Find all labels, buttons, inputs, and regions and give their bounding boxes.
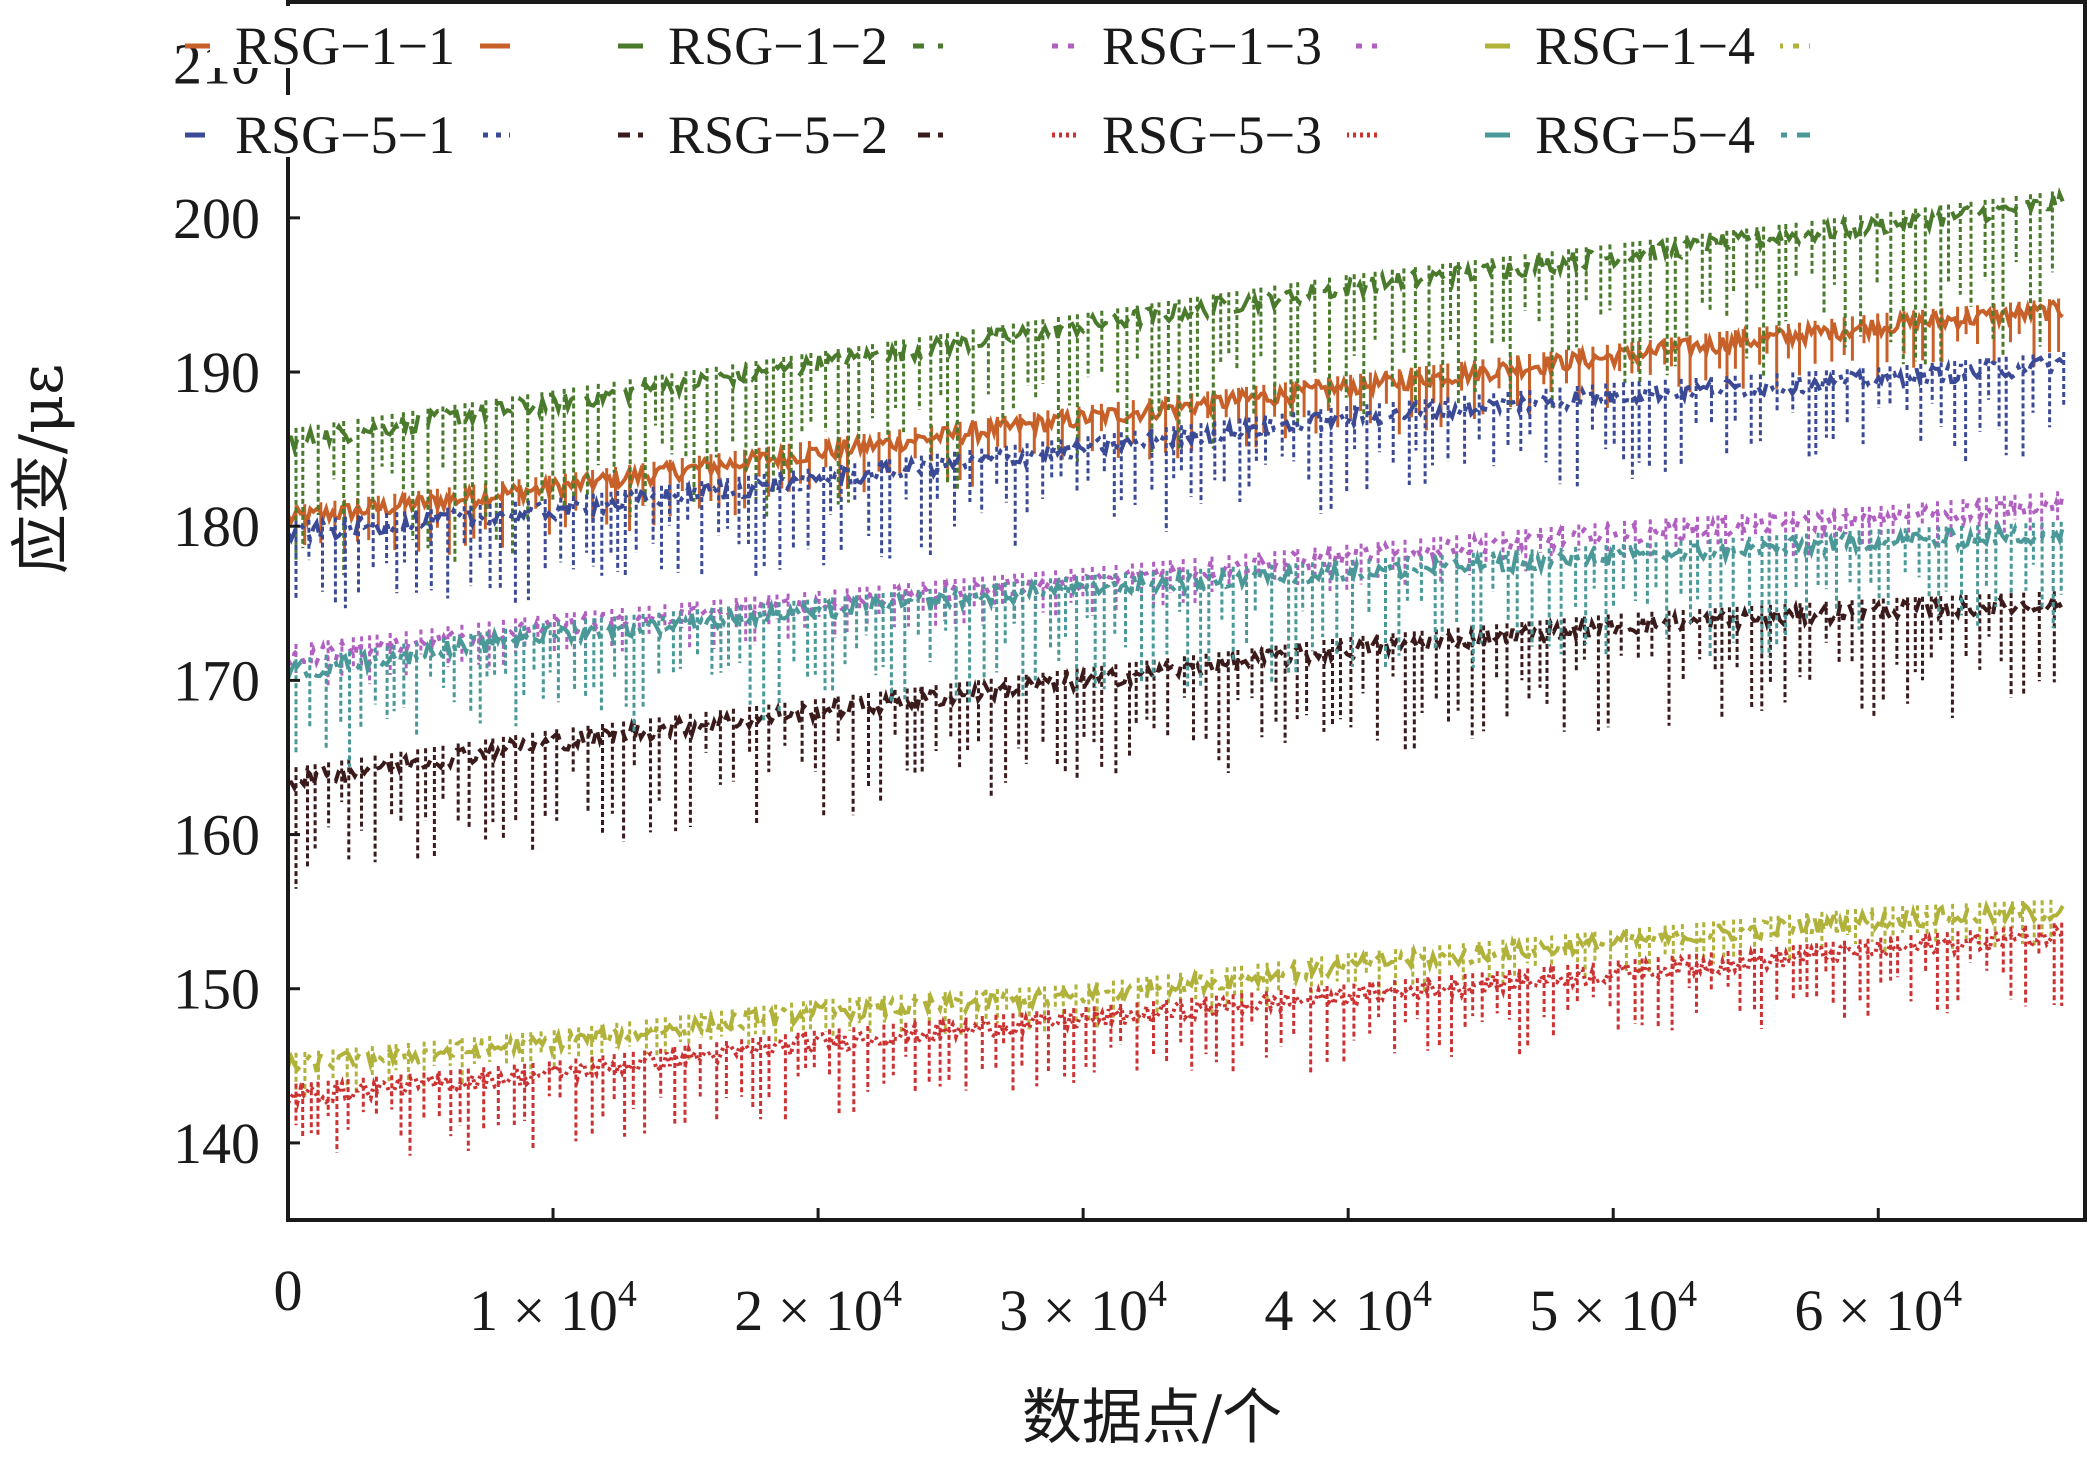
legend-label: RSG−1−4: [1535, 16, 1755, 76]
series-spikes: [294, 352, 2066, 609]
legend-item: RSG−5−1: [185, 95, 510, 165]
x-tick-label: 2 × 104: [734, 1273, 902, 1343]
series-6: [288, 590, 2065, 889]
x-tick-label: 0: [274, 1258, 303, 1323]
y-tick-label: 140: [173, 1111, 260, 1176]
legend-label: RSG−1−2: [668, 16, 888, 76]
series-line: [288, 590, 2065, 793]
series-line: [288, 924, 2065, 1110]
legend-item: RSG−5−2: [618, 95, 943, 165]
series-7: [288, 922, 2065, 1156]
series-spikes: [294, 191, 2054, 576]
x-tick-label: 6 × 104: [1794, 1273, 1962, 1343]
series-line: [288, 355, 2065, 546]
legend: RSG−1−1 RSG−1−2 RSG−1−3 RSG−1−4 RSG−5−1 RSG−5…: [185, 6, 1810, 165]
y-tick-label: 190: [173, 340, 260, 405]
legend-label: RSG−5−2: [668, 105, 888, 165]
plot-area: [288, 187, 2066, 1156]
plot-frame: [286, 0, 2087, 1222]
y-tick-label: 160: [173, 803, 260, 868]
series-line: [288, 520, 2065, 682]
legend-item: RSG−1−3: [1052, 6, 1377, 76]
legend-label: RSG−1−1: [235, 16, 455, 76]
legend-item: RSG−5−4: [1485, 95, 1810, 165]
x-tick-label: 5 × 104: [1529, 1273, 1697, 1343]
series-spikes: [294, 922, 2064, 1156]
y-tick-label: 200: [173, 186, 260, 251]
y-tick-label: 180: [173, 494, 260, 559]
series-line: [288, 898, 2065, 1074]
series-spikes: [294, 521, 2063, 767]
legend-label-bg: [1510, 6, 1780, 68]
legend-item: RSG−5−3: [1052, 95, 1377, 165]
legend-item: RSG−1−1: [185, 6, 510, 76]
legend-label: RSG−1−3: [1102, 16, 1322, 76]
legend-label-bg: [643, 95, 913, 157]
y-axis-title: 应变/με: [7, 364, 77, 574]
legend-label-bg: [1077, 95, 1347, 157]
legend-label-bg: [643, 6, 913, 68]
legend-item: RSG−1−2: [618, 6, 943, 76]
legend-item: RSG−1−4: [1485, 6, 1810, 76]
axes-frame: [286, 0, 2087, 1222]
legend-label: RSG−5−1: [235, 105, 455, 165]
legend-label-bg: [1510, 95, 1780, 157]
y-tick-label: 150: [173, 957, 260, 1022]
series-line: [288, 494, 2065, 671]
series-8: [288, 520, 2065, 767]
legend-label: RSG−5−3: [1102, 105, 1322, 165]
x-tick-label: 4 × 104: [1264, 1273, 1432, 1343]
y-tick-label: 170: [173, 648, 260, 713]
x-tick-label: 3 × 104: [999, 1273, 1167, 1343]
legend-label-bg: [210, 95, 480, 157]
series-spikes: [294, 899, 2053, 1100]
series-spikes: [294, 491, 2060, 689]
legend-label-bg: [1077, 6, 1347, 68]
legend-label-bg: [210, 6, 480, 68]
x-axis-title: 数据点/个: [1022, 1383, 1282, 1453]
legend-label: RSG−5−4: [1535, 105, 1755, 165]
series-spikes: [294, 591, 2056, 889]
series-5: [288, 352, 2066, 609]
series-2: [288, 187, 2065, 576]
series-line: [288, 187, 2065, 457]
series-4: [288, 898, 2065, 1100]
x-tick-label: 1 × 104: [469, 1273, 637, 1343]
